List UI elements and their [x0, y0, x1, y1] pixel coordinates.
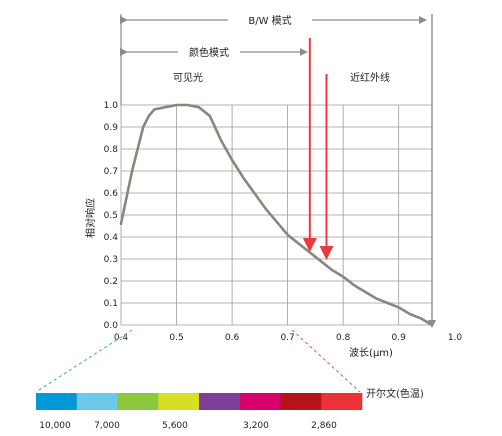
color-temp-swatch: [158, 393, 200, 410]
y-tick-label: 0.2: [104, 277, 118, 287]
x-tick-label: 0.9: [392, 333, 407, 343]
y-tick-label: 1.0: [104, 101, 119, 111]
grid-lines: [120, 104, 433, 326]
y-tick-label: 0.1: [104, 299, 118, 309]
color-temp-swatch: [199, 393, 241, 410]
y-tick-label: 0.0: [104, 321, 119, 331]
y-tick-label: 0.5: [104, 211, 118, 221]
y-tick-label: 0.4: [104, 233, 119, 243]
color-temp-swatch: [239, 393, 281, 410]
x-tick-label: 0.7: [280, 333, 294, 343]
color-temperature-bar: 开尔文(色温) 10,000 7,000 5,600 3,200 2,860: [36, 387, 424, 431]
tick-labels: 0.0 0.1 0.2 0.3 0.4 0.5 0.6 0.7 0.8 0.9 1.0 0.4 0.5 0…: [104, 101, 463, 343]
kelvin-tick-label: 5,600: [162, 421, 188, 431]
near-infrared-label: 近红外线: [350, 71, 390, 84]
kelvin-tick-label: 3,200: [243, 421, 269, 431]
x-tick-label: 0.4: [114, 333, 129, 343]
color-temp-swatch: [321, 393, 363, 410]
x-tick-label: 1.0: [448, 333, 463, 343]
color-temp-swatch: [117, 393, 159, 410]
kelvin-tick-label: 2,860: [311, 421, 337, 431]
kelvin-tick-label: 7,000: [94, 421, 120, 431]
x-tick-label: 0.5: [169, 333, 183, 343]
y-tick-label: 0.3: [104, 255, 118, 265]
kelvin-label: 开尔文(色温): [366, 387, 424, 400]
x-axis-title: 波长(μm): [349, 346, 393, 359]
color-temp-swatch: [280, 393, 322, 410]
x-tick-label: 0.8: [336, 333, 351, 343]
kelvin-tick-label: 10,000: [39, 421, 71, 431]
color-temp-swatch: [36, 393, 78, 410]
visible-light-label: 可见光: [173, 71, 203, 84]
color-mode-label: 颜色模式: [189, 46, 229, 59]
y-tick-label: 0.6: [104, 189, 119, 199]
bw-mode-label: B/W 模式: [248, 14, 291, 27]
color-temp-swatch: [76, 393, 118, 410]
series-line: [119, 103, 434, 327]
y-axis-title: 相对响应: [84, 198, 97, 238]
y-tick-label: 0.9: [104, 123, 119, 133]
x-tick-label: 0.6: [225, 333, 240, 343]
leader-line-blue: [35, 329, 133, 393]
series-group: [119, 103, 434, 327]
y-tick-label: 0.8: [104, 145, 119, 155]
y-tick-label: 0.7: [104, 167, 118, 177]
